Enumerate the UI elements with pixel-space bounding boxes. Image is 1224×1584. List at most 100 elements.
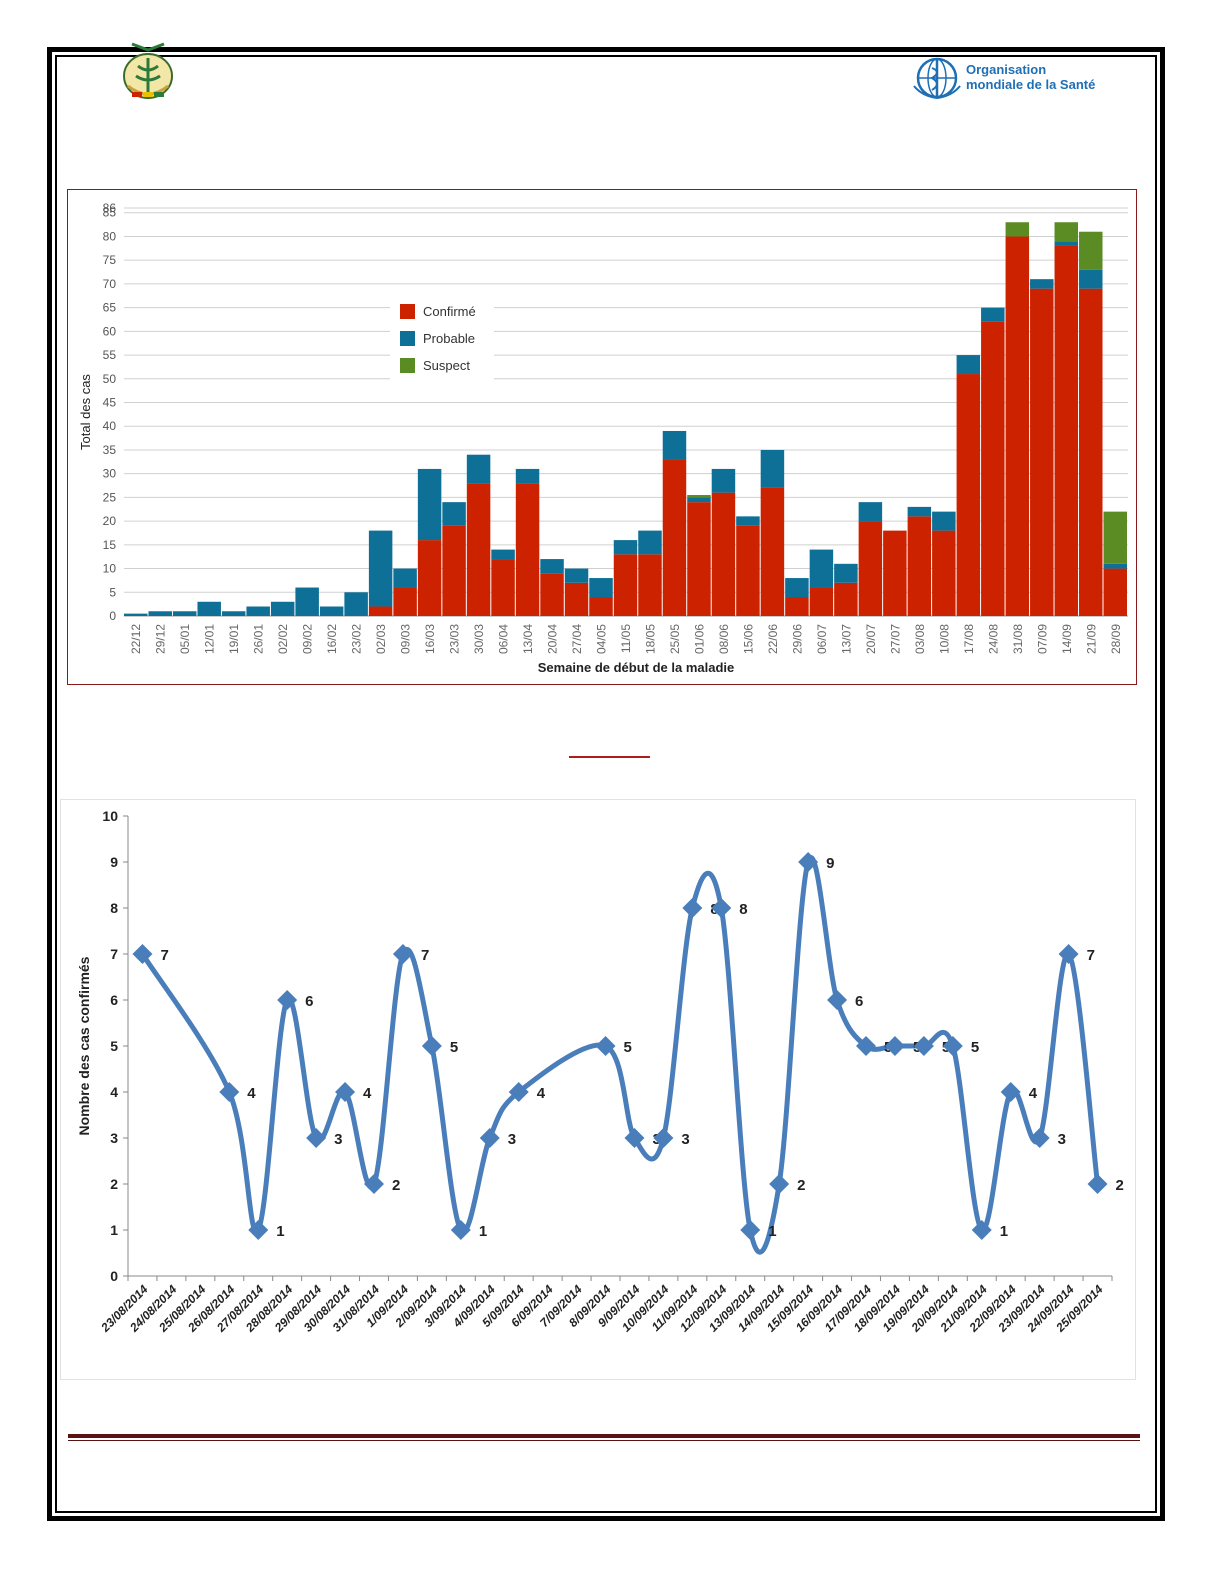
data-point-marker — [421, 1036, 442, 1056]
bar-probable — [221, 611, 246, 616]
bar-suspect — [1103, 511, 1127, 564]
who-name-line1: Organisation — [966, 62, 1047, 77]
y-tick-label: 80 — [103, 229, 117, 243]
bar-probable — [1054, 241, 1079, 246]
series-line — [140, 855, 1101, 1255]
x-tick-label: 02/03 — [374, 624, 388, 654]
x-tick-label: 07/09 — [1035, 624, 1049, 654]
bar-probable — [834, 563, 858, 583]
legend-swatch — [400, 331, 415, 346]
bar-confirmé — [834, 582, 858, 616]
bar-confirmé — [638, 554, 662, 616]
x-tick-label: 29/12 — [154, 624, 168, 654]
y-tick-label: 3 — [110, 1130, 118, 1146]
bar-confirmé — [1030, 288, 1054, 616]
data-label: 2 — [392, 1177, 400, 1194]
bar-confirmé — [662, 459, 687, 616]
bar-probable — [270, 601, 295, 616]
data-point-marker — [624, 1128, 645, 1148]
bar-probable — [319, 606, 344, 616]
data-point-marker — [1087, 1174, 1108, 1194]
bar-probable — [197, 601, 221, 616]
bar-probable — [124, 613, 148, 616]
data-point-marker — [306, 1128, 327, 1148]
page-border-outer — [47, 47, 1165, 1521]
x-tick-label: 17/08 — [962, 624, 976, 654]
data-label: 2 — [1116, 1177, 1124, 1194]
y-tick-label: 4 — [110, 1084, 118, 1100]
y-tick-label: 0 — [110, 1268, 118, 1284]
data-point-marker — [682, 898, 703, 918]
data-label: 1 — [768, 1223, 776, 1240]
legend-label: Suspect — [423, 358, 470, 373]
x-tick-label: 19/01 — [227, 624, 241, 654]
bar-confirmé — [466, 483, 491, 616]
bar-confirmé — [883, 530, 907, 616]
data-point-marker — [884, 1036, 905, 1056]
y-tick-label: 25 — [103, 490, 117, 504]
bar-probable — [417, 468, 442, 541]
bar-confirmé — [368, 606, 393, 616]
x-tick-label: 08/06 — [717, 624, 731, 654]
bar-probable — [1103, 563, 1127, 569]
bar-confirmé — [907, 516, 932, 616]
bar-probable — [1079, 269, 1103, 289]
bar-confirmé — [564, 582, 589, 616]
bar-confirmé — [589, 597, 613, 616]
guinea-coat-of-arms-icon — [118, 40, 178, 102]
bar-probable — [736, 516, 760, 526]
x-tick-label: 12/01 — [203, 624, 217, 654]
bar-probable — [981, 307, 1005, 322]
x-tick-label: 25/05 — [668, 624, 682, 654]
x-tick-label: 18/05 — [643, 624, 657, 654]
bar-probable — [662, 430, 687, 460]
data-label: 8 — [739, 901, 747, 918]
bar-confirmé — [1079, 288, 1103, 616]
data-label: 4 — [537, 1085, 546, 1102]
bar-probable — [466, 454, 491, 484]
y-tick-label: 45 — [103, 396, 117, 410]
bar-probable — [932, 511, 956, 531]
bar-probable — [858, 502, 883, 522]
data-point-marker — [132, 944, 153, 964]
y-tick-label: 55 — [103, 348, 117, 362]
legend-label: Probable — [423, 331, 475, 346]
y-tick-label: 8 — [110, 900, 118, 916]
y-tick-label: 10 — [103, 562, 117, 576]
legend: Confirmé Probable Suspect — [390, 298, 494, 382]
bar-probable — [344, 592, 368, 616]
bar-confirmé — [417, 540, 442, 616]
x-tick-label: 29/06 — [790, 624, 804, 654]
bar-confirmé — [956, 374, 981, 616]
x-tick-label: 16/02 — [325, 624, 339, 654]
bar-confirmé — [613, 554, 638, 616]
data-point-marker — [335, 1082, 356, 1102]
x-tick-label: 28/09 — [1109, 624, 1123, 654]
bar-confirmé — [442, 525, 466, 616]
bar-probable — [515, 468, 540, 484]
data-point-marker — [248, 1220, 269, 1240]
section-separator — [569, 756, 650, 758]
bar-confirmé — [1103, 568, 1127, 616]
data-point-marker — [856, 1036, 876, 1056]
data-label: 9 — [826, 855, 834, 872]
bar-confirmé — [858, 521, 883, 616]
data-point-marker — [740, 1220, 761, 1240]
data-label: 3 — [1058, 1131, 1066, 1148]
y-tick-label: 40 — [103, 419, 117, 433]
bar-confirmé — [760, 487, 785, 616]
bar-probable — [246, 606, 270, 616]
x-tick-label: 20/07 — [864, 624, 878, 654]
data-point-marker — [971, 1220, 992, 1240]
y-tick-label: 65 — [103, 301, 117, 315]
x-tick-label: 15/06 — [741, 624, 755, 654]
footer-rule-thin — [68, 1440, 1140, 1441]
bar-confirmé — [981, 321, 1005, 616]
x-tick-label: 27/04 — [570, 624, 584, 654]
bar-probable — [711, 468, 736, 493]
data-point-marker — [450, 1220, 471, 1240]
line-chart: 01234567891023/08/201424/08/201425/08/20… — [76, 808, 1124, 1335]
bar-probable — [785, 578, 809, 598]
data-point-marker — [653, 1128, 674, 1148]
x-tick-label: 27/07 — [888, 624, 902, 654]
